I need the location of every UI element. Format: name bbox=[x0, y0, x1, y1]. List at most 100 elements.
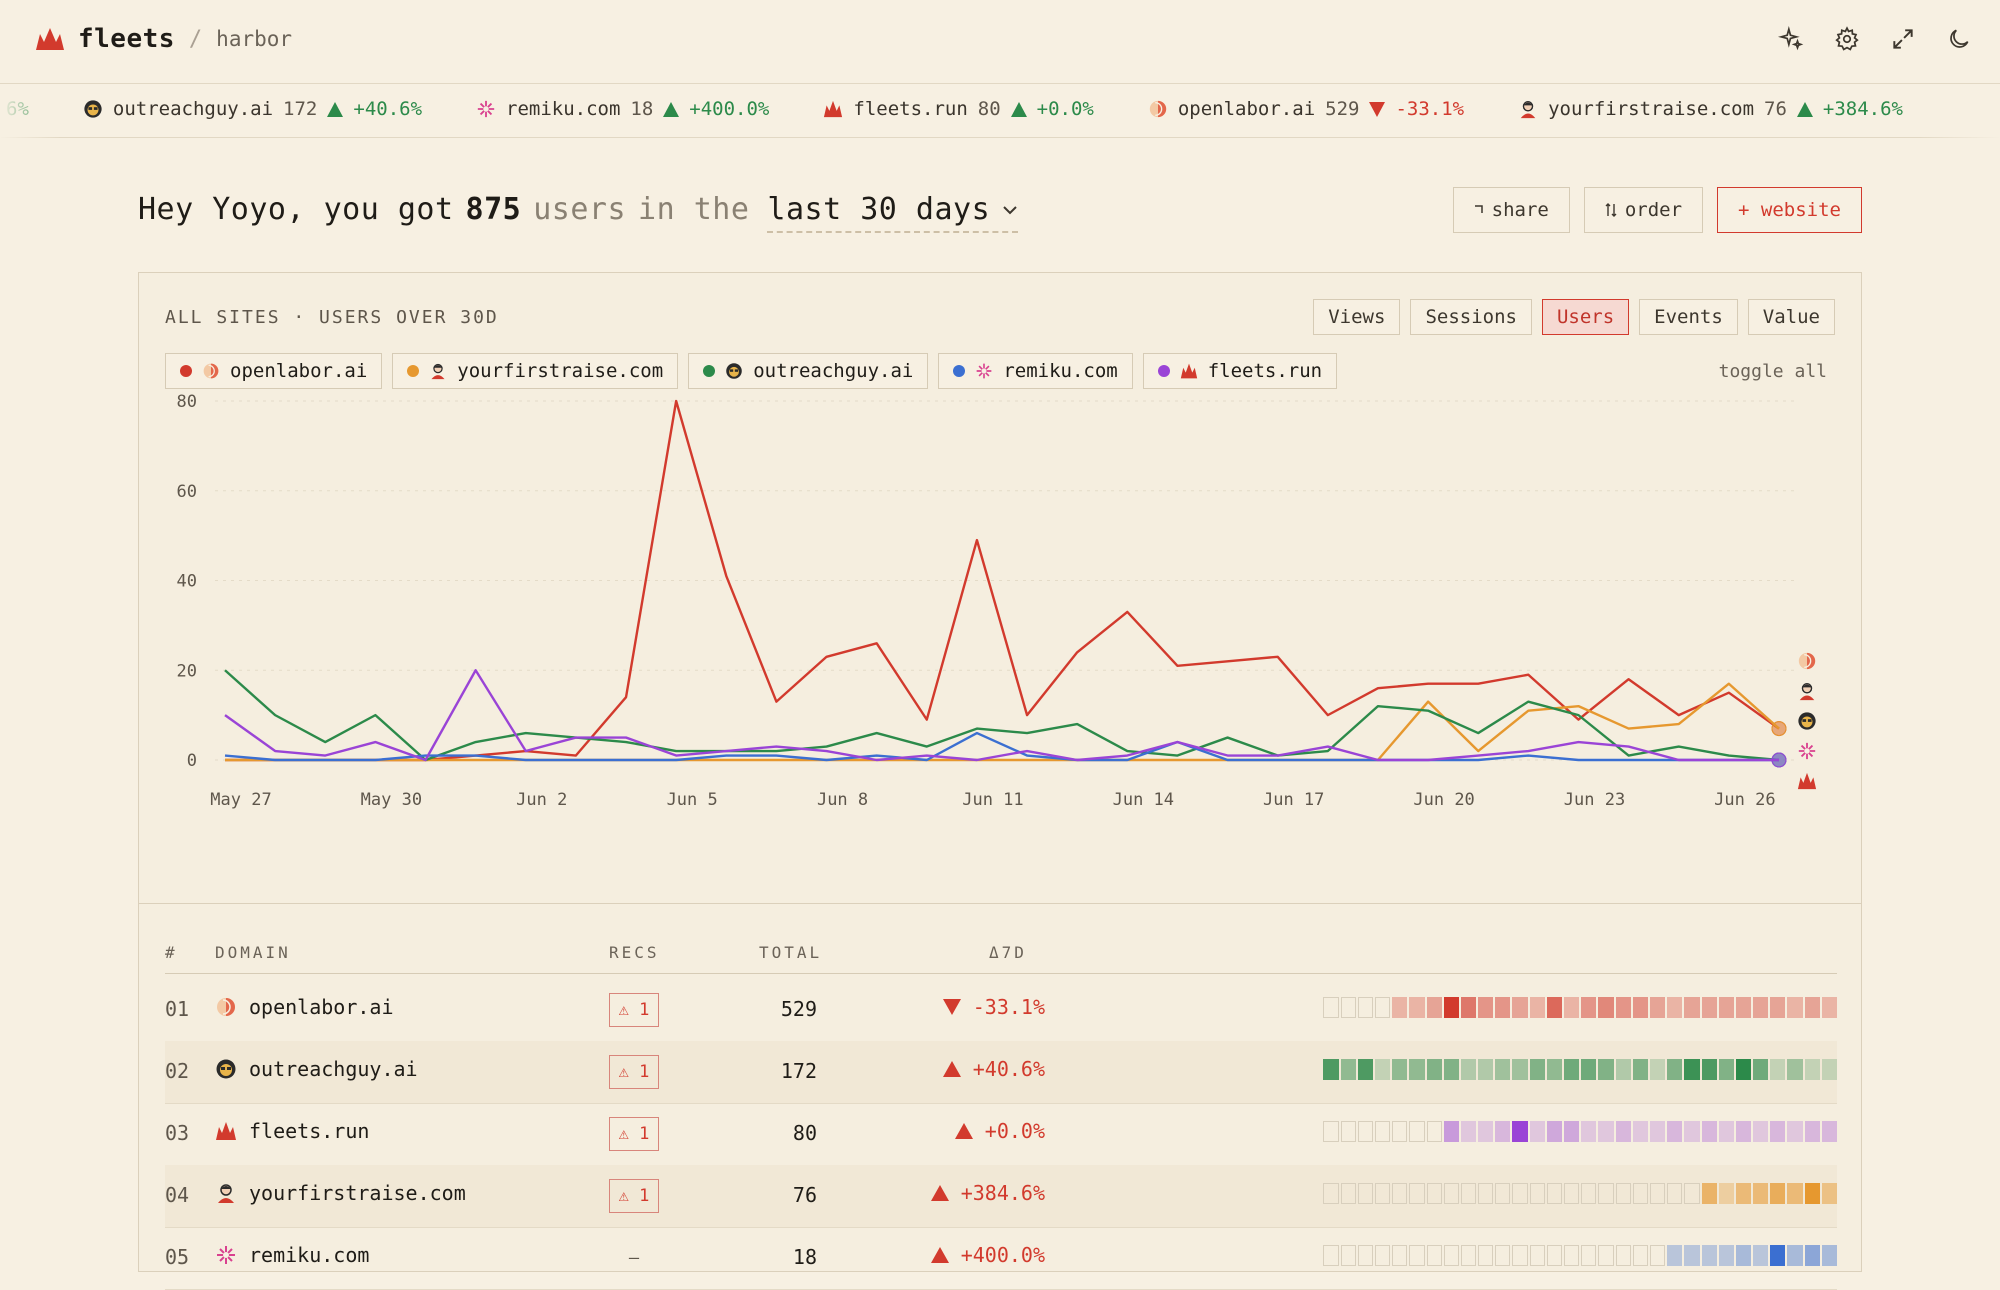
table-row[interactable]: 04 yourfirstraise.com ⚠ 1 76 +384.6% bbox=[165, 1165, 1837, 1228]
row-domain[interactable]: outreachguy.ai bbox=[215, 1057, 418, 1081]
legend-item[interactable]: yourfirstraise.com bbox=[392, 353, 679, 389]
col-domain[interactable]: DOMAIN bbox=[215, 943, 291, 962]
heatmap-cell bbox=[1684, 1183, 1700, 1204]
ticker-item[interactable]: yourfirstraise.com 76 +384.6% bbox=[1518, 98, 1903, 120]
triangle-up-icon bbox=[942, 1061, 961, 1077]
heatmap-cell bbox=[1804, 1059, 1820, 1080]
legend-label: remiku.com bbox=[1003, 360, 1118, 382]
tab-sessions[interactable]: Sessions bbox=[1410, 299, 1532, 335]
ticker-value: 172 bbox=[283, 98, 318, 120]
expand-icon[interactable] bbox=[1890, 26, 1916, 52]
heatmap-cell bbox=[1546, 1245, 1562, 1266]
ticker-item[interactable]: remiku.com 18 +400.0% bbox=[476, 98, 769, 120]
table-row[interactable]: 02 outreachguy.ai ⚠ 1 172 +40.6% bbox=[165, 1041, 1837, 1104]
heatmap-cell bbox=[1357, 997, 1373, 1018]
heatmap-cell bbox=[1787, 1121, 1803, 1142]
share-button[interactable]: share bbox=[1452, 187, 1570, 233]
legend-item[interactable]: outreachguy.ai bbox=[688, 353, 929, 389]
x-tick-label: Jun 8 bbox=[817, 790, 868, 810]
ticker-item[interactable]: outreachguy.ai 172 +40.6% bbox=[83, 98, 422, 120]
tab-value[interactable]: Value bbox=[1747, 299, 1835, 335]
triangle-up-icon bbox=[327, 101, 344, 117]
heatmap-cell bbox=[1718, 1059, 1734, 1080]
ticker-item[interactable]: fleets.run 80 +0.0% bbox=[823, 98, 1094, 120]
heatmap-cell bbox=[1667, 1121, 1683, 1142]
row-delta: -33.1% bbox=[865, 995, 1045, 1019]
heatmap-cell bbox=[1392, 1183, 1408, 1204]
col-total[interactable]: TOTAL bbox=[759, 943, 823, 962]
workspace-name[interactable]: harbor bbox=[216, 27, 293, 51]
row-domain[interactable]: yourfirstraise.com bbox=[215, 1181, 466, 1205]
ticker-item[interactable]: 6% bbox=[6, 98, 29, 120]
heatmap-cell bbox=[1512, 1059, 1528, 1080]
series-line-openlabor-ai[interactable] bbox=[225, 399, 1780, 762]
ticker-value: 76 bbox=[1764, 98, 1787, 120]
heatmap-cell bbox=[1753, 1059, 1769, 1080]
heatmap-cell bbox=[1804, 997, 1820, 1018]
heatmap-cell bbox=[1546, 1059, 1562, 1080]
legend-item[interactable]: fleets.run bbox=[1142, 353, 1338, 389]
ticker-domain: outreachguy.ai bbox=[112, 98, 274, 120]
moon-icon[interactable] bbox=[1946, 26, 1972, 52]
heatmap-cell bbox=[1615, 997, 1631, 1018]
heatmap-cell bbox=[1357, 1059, 1373, 1080]
heatmap-cell bbox=[1632, 1121, 1648, 1142]
heatmap-cell bbox=[1340, 1245, 1356, 1266]
legend-item[interactable]: remiku.com bbox=[938, 353, 1133, 389]
heatmap-cell bbox=[1374, 1121, 1391, 1142]
openlabor-icon bbox=[1149, 100, 1167, 118]
recs-badge[interactable]: ⚠ 1 bbox=[609, 1117, 659, 1151]
heatmap-cell bbox=[1632, 1245, 1648, 1266]
heatmap-cell bbox=[1804, 1183, 1820, 1204]
row-domain[interactable]: fleets.run bbox=[215, 1119, 369, 1143]
recs-badge[interactable]: ⚠ 1 bbox=[609, 1055, 659, 1089]
share-label: share bbox=[1491, 199, 1549, 221]
recs-badge[interactable]: ⚠ 1 bbox=[609, 1179, 659, 1213]
row-delta: +0.0% bbox=[865, 1119, 1045, 1143]
yourfirstraise-icon bbox=[218, 1184, 234, 1203]
heatmap-cell bbox=[1787, 1183, 1803, 1204]
recs-badge[interactable]: ⚠ 1 bbox=[609, 993, 659, 1027]
table-row[interactable]: 01 openlabor.ai ⚠ 1 529 -33.1% bbox=[165, 979, 1837, 1042]
order-button[interactable]: order bbox=[1583, 187, 1704, 233]
heatmap-cell bbox=[1718, 997, 1734, 1018]
fleets-icon bbox=[1180, 363, 1197, 379]
tab-views[interactable]: Views bbox=[1313, 299, 1401, 335]
brand[interactable]: fleets / harbor bbox=[36, 24, 292, 54]
heatmap-cell bbox=[1323, 997, 1339, 1018]
heatmap-cell bbox=[1529, 1183, 1545, 1204]
openlabor-icon bbox=[1798, 652, 1816, 670]
date-range-selector[interactable]: last 30 days bbox=[767, 192, 1019, 233]
row-domain[interactable]: remiku.com bbox=[215, 1243, 369, 1267]
series-line-outreachguy-ai[interactable] bbox=[224, 669, 1780, 762]
ticker-item[interactable]: openlabor.ai 529 -33.1% bbox=[1148, 98, 1464, 120]
heatmap-cell bbox=[1392, 1121, 1408, 1142]
header-actions: share order + website bbox=[1452, 187, 1862, 233]
tab-users[interactable]: Users bbox=[1541, 299, 1630, 335]
series-line-yourfirstraise-com[interactable] bbox=[225, 682, 1780, 762]
gear-icon[interactable] bbox=[1834, 26, 1860, 52]
toggle-all-link[interactable]: toggle all bbox=[1718, 361, 1827, 382]
row-heatmap bbox=[1323, 1183, 1837, 1204]
heatmap-cell bbox=[1632, 1183, 1648, 1204]
row-domain[interactable]: openlabor.ai bbox=[215, 995, 394, 1019]
table-row[interactable]: 05 remiku.com — 18 +400.0% bbox=[165, 1227, 1837, 1290]
series-line-fleets-run[interactable] bbox=[224, 669, 1779, 762]
add-website-button[interactable]: + website bbox=[1717, 187, 1862, 233]
col-delta[interactable]: Δ7D bbox=[989, 943, 1027, 962]
sparkle-icon[interactable] bbox=[1778, 26, 1804, 52]
col-recs[interactable]: RECS bbox=[609, 943, 660, 962]
series-line-remiku-com[interactable] bbox=[224, 731, 1779, 762]
y-tick-label: 60 bbox=[177, 482, 197, 502]
y-tick-label: 40 bbox=[177, 572, 197, 592]
legend-item[interactable]: openlabor.ai bbox=[165, 353, 383, 389]
tab-events[interactable]: Events bbox=[1639, 299, 1738, 335]
heatmap-cell bbox=[1340, 1183, 1356, 1204]
heatmap-cell bbox=[1598, 1121, 1614, 1142]
heatmap-cell bbox=[1581, 1245, 1597, 1266]
heatmap-cell bbox=[1374, 1245, 1391, 1266]
heatmap-cell bbox=[1426, 1245, 1442, 1266]
table-row[interactable]: 03 fleets.run ⚠ 1 80 +0.0% bbox=[165, 1103, 1837, 1166]
heatmap-cell bbox=[1426, 1059, 1442, 1080]
x-tick-label: May 30 bbox=[361, 790, 422, 810]
